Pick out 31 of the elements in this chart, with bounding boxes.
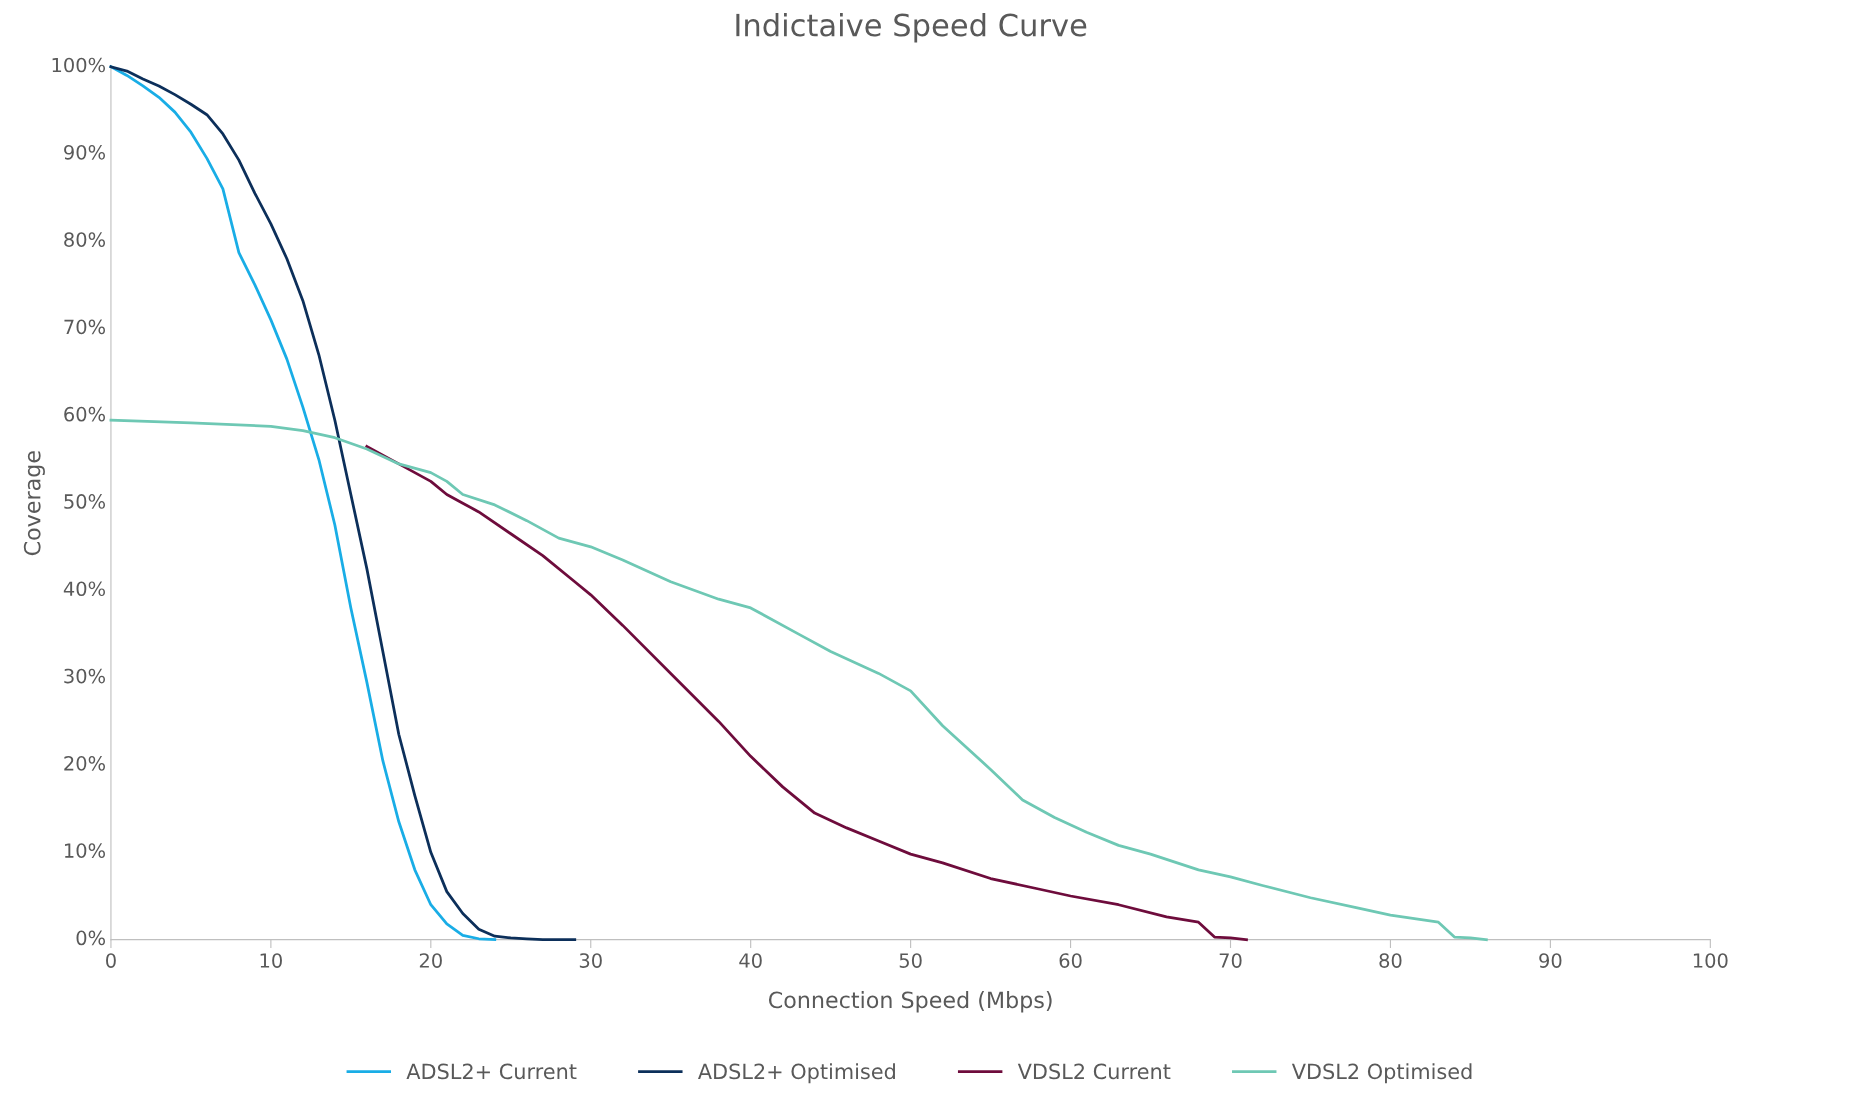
x-tick-label: 30 [579,953,602,968]
y-tick-label: 70% [64,319,106,335]
legend-label: ADSL2+ Current [406,1063,577,1080]
y-tick-label: 20% [64,755,106,771]
x-tick-label: 40 [739,953,762,968]
x-tick-label: 80 [1379,953,1402,968]
x-tick-label: 0 [106,953,116,968]
y-tick-label: 80% [64,232,106,247]
line-series [365,445,1248,942]
x-tick-label: 10 [260,953,282,968]
y-tick-label: 60% [64,406,106,422]
x-tick-label: 60 [1059,953,1082,968]
line-series [109,418,1488,942]
x-tick-label: 100 [1693,953,1728,968]
y-axis-title: Coverage [23,451,45,556]
y-tick-label: 10% [65,843,106,858]
x-tick-label: 50 [899,953,922,968]
legend-label: VDSL2 Optimised [1291,1063,1472,1084]
legend-label: ADSL2+ Optimised [697,1063,895,1084]
y-tick-label: 0% [76,930,106,946]
x-axis-title: Connection Speed (Mbps) [768,991,1052,1013]
y-tick-label: 90% [64,144,106,160]
x-tick-label: 70 [1219,953,1242,968]
x-tick-label: 90 [1539,953,1562,968]
chart-title: Indictaive Speed Curve [736,12,1087,43]
y-tick-label: 100% [52,57,106,73]
y-tick-label: 30% [64,668,106,684]
x-tick-label: 20 [419,953,442,968]
y-tick-label: 40% [63,581,106,597]
legend-label: VDSL2 Current [1017,1063,1171,1080]
y-tick-label: 50% [64,494,106,509]
